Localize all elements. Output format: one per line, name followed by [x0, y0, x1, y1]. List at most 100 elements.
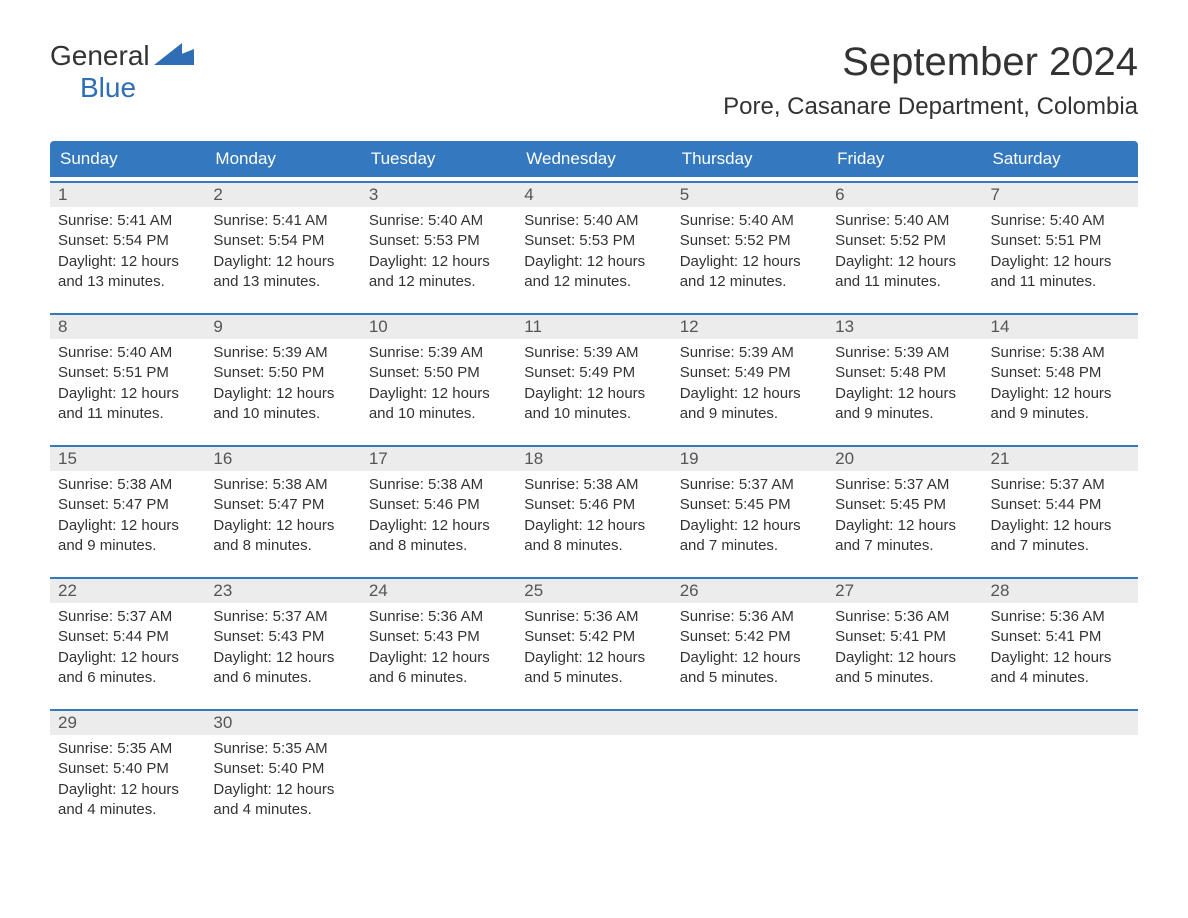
- daylight-text-1: Daylight: 12 hours: [58, 384, 197, 404]
- day-content: Sunrise: 5:38 AMSunset: 5:46 PMDaylight:…: [516, 471, 671, 560]
- daylight-text-1: Daylight: 12 hours: [991, 648, 1130, 668]
- day-number: 8: [50, 313, 205, 339]
- day-content: Sunrise: 5:40 AMSunset: 5:51 PMDaylight:…: [983, 207, 1138, 296]
- day-cell: 23Sunrise: 5:37 AMSunset: 5:43 PMDayligh…: [205, 577, 360, 705]
- sunset-text: Sunset: 5:54 PM: [58, 231, 197, 251]
- daylight-text-2: and 7 minutes.: [991, 536, 1130, 556]
- daylight-text-2: and 5 minutes.: [680, 668, 819, 688]
- sunrise-text: Sunrise: 5:39 AM: [524, 343, 663, 363]
- day-cell: 12Sunrise: 5:39 AMSunset: 5:49 PMDayligh…: [672, 313, 827, 441]
- week-row: 8Sunrise: 5:40 AMSunset: 5:51 PMDaylight…: [50, 313, 1138, 441]
- day-content: Sunrise: 5:37 AMSunset: 5:43 PMDaylight:…: [205, 603, 360, 692]
- logo-text-blue: Blue: [80, 72, 136, 104]
- daylight-text-1: Daylight: 12 hours: [213, 252, 352, 272]
- daylight-text-1: Daylight: 12 hours: [991, 516, 1130, 536]
- daylight-text-2: and 5 minutes.: [835, 668, 974, 688]
- day-content: Sunrise: 5:37 AMSunset: 5:44 PMDaylight:…: [983, 471, 1138, 560]
- day-cell: 29Sunrise: 5:35 AMSunset: 5:40 PMDayligh…: [50, 709, 205, 837]
- sunrise-text: Sunrise: 5:38 AM: [991, 343, 1130, 363]
- day-cell: [361, 709, 516, 837]
- daylight-text-1: Daylight: 12 hours: [835, 384, 974, 404]
- day-cell: 13Sunrise: 5:39 AMSunset: 5:48 PMDayligh…: [827, 313, 982, 441]
- daylight-text-1: Daylight: 12 hours: [369, 252, 508, 272]
- day-number: [361, 709, 516, 735]
- day-number: 21: [983, 445, 1138, 471]
- daylight-text-1: Daylight: 12 hours: [524, 516, 663, 536]
- day-cell: 20Sunrise: 5:37 AMSunset: 5:45 PMDayligh…: [827, 445, 982, 573]
- weeks-container: 1Sunrise: 5:41 AMSunset: 5:54 PMDaylight…: [50, 181, 1138, 837]
- day-cell: 15Sunrise: 5:38 AMSunset: 5:47 PMDayligh…: [50, 445, 205, 573]
- daylight-text-2: and 13 minutes.: [213, 272, 352, 292]
- daylight-text-2: and 9 minutes.: [835, 404, 974, 424]
- weekday-monday: Monday: [205, 141, 360, 177]
- daylight-text-2: and 7 minutes.: [680, 536, 819, 556]
- sunrise-text: Sunrise: 5:36 AM: [680, 607, 819, 627]
- daylight-text-1: Daylight: 12 hours: [369, 384, 508, 404]
- day-cell: 19Sunrise: 5:37 AMSunset: 5:45 PMDayligh…: [672, 445, 827, 573]
- day-cell: 18Sunrise: 5:38 AMSunset: 5:46 PMDayligh…: [516, 445, 671, 573]
- sunset-text: Sunset: 5:54 PM: [213, 231, 352, 251]
- daylight-text-1: Daylight: 12 hours: [835, 648, 974, 668]
- sunset-text: Sunset: 5:47 PM: [58, 495, 197, 515]
- day-number: 28: [983, 577, 1138, 603]
- sunrise-text: Sunrise: 5:41 AM: [213, 211, 352, 231]
- sunset-text: Sunset: 5:50 PM: [213, 363, 352, 383]
- daylight-text-1: Daylight: 12 hours: [369, 516, 508, 536]
- day-content: Sunrise: 5:39 AMSunset: 5:50 PMDaylight:…: [361, 339, 516, 428]
- day-cell: 27Sunrise: 5:36 AMSunset: 5:41 PMDayligh…: [827, 577, 982, 705]
- day-cell: 25Sunrise: 5:36 AMSunset: 5:42 PMDayligh…: [516, 577, 671, 705]
- sunset-text: Sunset: 5:46 PM: [369, 495, 508, 515]
- day-content: Sunrise: 5:37 AMSunset: 5:45 PMDaylight:…: [672, 471, 827, 560]
- day-number: 26: [672, 577, 827, 603]
- day-cell: 11Sunrise: 5:39 AMSunset: 5:49 PMDayligh…: [516, 313, 671, 441]
- sunset-text: Sunset: 5:52 PM: [835, 231, 974, 251]
- day-content: Sunrise: 5:40 AMSunset: 5:51 PMDaylight:…: [50, 339, 205, 428]
- day-cell: 17Sunrise: 5:38 AMSunset: 5:46 PMDayligh…: [361, 445, 516, 573]
- daylight-text-2: and 11 minutes.: [991, 272, 1130, 292]
- sunrise-text: Sunrise: 5:41 AM: [58, 211, 197, 231]
- day-content: Sunrise: 5:35 AMSunset: 5:40 PMDaylight:…: [50, 735, 205, 824]
- day-number: 18: [516, 445, 671, 471]
- daylight-text-2: and 4 minutes.: [58, 800, 197, 820]
- day-number: 10: [361, 313, 516, 339]
- daylight-text-1: Daylight: 12 hours: [835, 252, 974, 272]
- sunrise-text: Sunrise: 5:39 AM: [369, 343, 508, 363]
- day-cell: 4Sunrise: 5:40 AMSunset: 5:53 PMDaylight…: [516, 181, 671, 309]
- sunset-text: Sunset: 5:46 PM: [524, 495, 663, 515]
- daylight-text-1: Daylight: 12 hours: [369, 648, 508, 668]
- day-number: [672, 709, 827, 735]
- logo-flag-icon: [154, 43, 194, 70]
- day-cell: 10Sunrise: 5:39 AMSunset: 5:50 PMDayligh…: [361, 313, 516, 441]
- day-content: Sunrise: 5:38 AMSunset: 5:47 PMDaylight:…: [50, 471, 205, 560]
- day-number: 25: [516, 577, 671, 603]
- month-title: September 2024: [723, 40, 1138, 85]
- day-number: [827, 709, 982, 735]
- sunset-text: Sunset: 5:48 PM: [835, 363, 974, 383]
- day-number: 1: [50, 181, 205, 207]
- day-content: Sunrise: 5:37 AMSunset: 5:45 PMDaylight:…: [827, 471, 982, 560]
- day-cell: 21Sunrise: 5:37 AMSunset: 5:44 PMDayligh…: [983, 445, 1138, 573]
- day-content: Sunrise: 5:40 AMSunset: 5:53 PMDaylight:…: [516, 207, 671, 296]
- daylight-text-2: and 11 minutes.: [835, 272, 974, 292]
- sunset-text: Sunset: 5:41 PM: [835, 627, 974, 647]
- day-number: 6: [827, 181, 982, 207]
- daylight-text-1: Daylight: 12 hours: [680, 648, 819, 668]
- daylight-text-1: Daylight: 12 hours: [58, 252, 197, 272]
- daylight-text-1: Daylight: 12 hours: [991, 384, 1130, 404]
- sunrise-text: Sunrise: 5:36 AM: [524, 607, 663, 627]
- sunset-text: Sunset: 5:49 PM: [524, 363, 663, 383]
- daylight-text-1: Daylight: 12 hours: [213, 648, 352, 668]
- day-content: Sunrise: 5:39 AMSunset: 5:48 PMDaylight:…: [827, 339, 982, 428]
- logo: General Blue: [50, 40, 194, 104]
- day-content: Sunrise: 5:38 AMSunset: 5:48 PMDaylight:…: [983, 339, 1138, 428]
- sunrise-text: Sunrise: 5:40 AM: [991, 211, 1130, 231]
- day-cell: 9Sunrise: 5:39 AMSunset: 5:50 PMDaylight…: [205, 313, 360, 441]
- daylight-text-1: Daylight: 12 hours: [991, 252, 1130, 272]
- day-content: Sunrise: 5:36 AMSunset: 5:42 PMDaylight:…: [516, 603, 671, 692]
- day-number: 5: [672, 181, 827, 207]
- sunset-text: Sunset: 5:42 PM: [680, 627, 819, 647]
- daylight-text-2: and 6 minutes.: [213, 668, 352, 688]
- daylight-text-2: and 12 minutes.: [680, 272, 819, 292]
- day-cell: 7Sunrise: 5:40 AMSunset: 5:51 PMDaylight…: [983, 181, 1138, 309]
- sunrise-text: Sunrise: 5:36 AM: [369, 607, 508, 627]
